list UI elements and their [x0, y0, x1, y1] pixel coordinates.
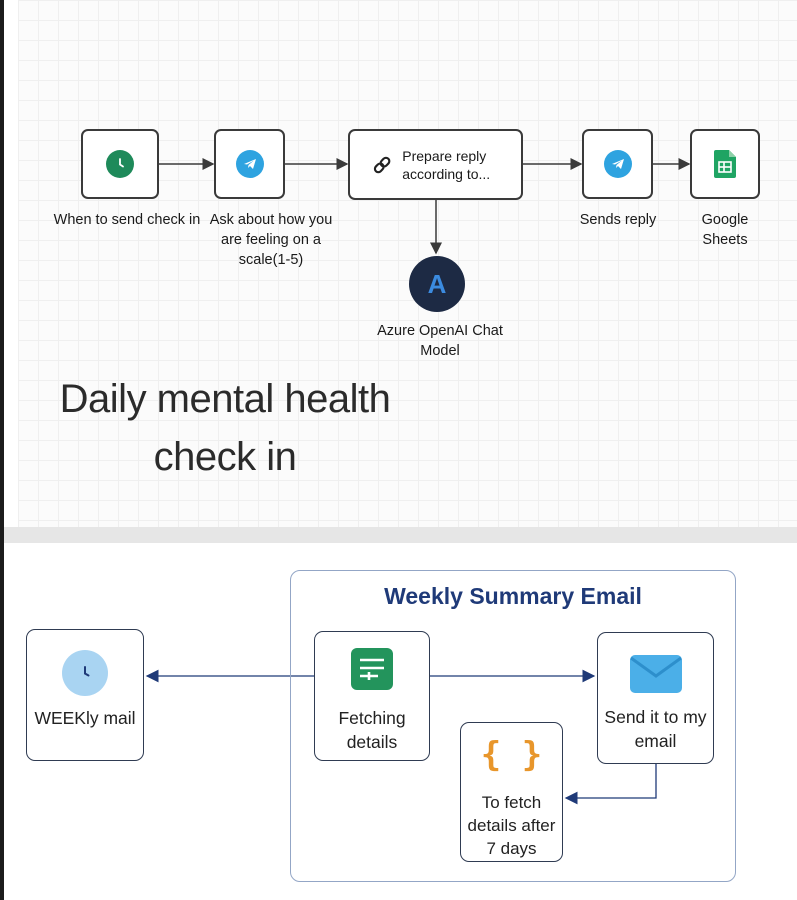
sends-reply-node[interactable] — [582, 129, 653, 199]
send-email-node[interactable]: Send it to my email — [597, 632, 714, 764]
window-edge — [0, 0, 4, 900]
schedule-trigger-node[interactable] — [81, 129, 159, 199]
workflow-canvas-top — [18, 0, 797, 527]
weekly-summary-title: Weekly Summary Email — [384, 583, 642, 609]
envelope-icon — [629, 655, 682, 693]
telegram-icon — [603, 150, 632, 178]
azure-openai-label: Azure OpenAI Chat Model — [377, 323, 503, 359]
google-sheets-label: Google Sheets — [701, 212, 749, 248]
link-icon — [373, 156, 391, 173]
azure-openai-node[interactable]: A — [409, 256, 465, 312]
sheets-icon — [714, 150, 736, 178]
schedule-trigger-label: When to send check in — [53, 212, 201, 228]
prepare-reply-node[interactable]: Prepare reply according to... — [348, 129, 523, 200]
section-separator — [4, 527, 797, 543]
edge-send-email-to-fetch-after — [564, 764, 657, 805]
ask-feeling-label: Ask about how you are feeling on a scale… — [209, 212, 333, 268]
weekly-mail-label: WEEKly mail — [34, 708, 136, 728]
telegram-icon — [235, 150, 264, 178]
clock-icon — [62, 650, 108, 696]
send-email-label: Send it to my email — [604, 707, 707, 751]
fetching-details-node[interactable]: Fetching details — [314, 631, 430, 761]
page-title: Daily mental health check in — [59, 377, 391, 479]
ask-feeling-node[interactable] — [214, 129, 285, 199]
form-icon — [351, 648, 393, 690]
fetching-details-label: Fetching details — [338, 708, 406, 752]
azure-icon: A — [428, 269, 447, 299]
google-sheets-node[interactable] — [690, 129, 760, 199]
fetch-after-7-days-label: To fetch details after 7 days — [467, 793, 556, 858]
fetch-after-7-days-node[interactable]: { } To fetch details after 7 days — [460, 722, 563, 862]
braces-icon: { } — [480, 735, 543, 775]
clock-icon — [106, 150, 134, 178]
prepare-reply-label: Prepare reply according to... — [402, 147, 491, 182]
sends-reply-label: Sends reply — [579, 212, 657, 228]
svg-text:A: A — [428, 269, 447, 299]
weekly-mail-node[interactable]: WEEKly mail — [26, 629, 144, 761]
weekly-summary-group — [290, 570, 736, 882]
